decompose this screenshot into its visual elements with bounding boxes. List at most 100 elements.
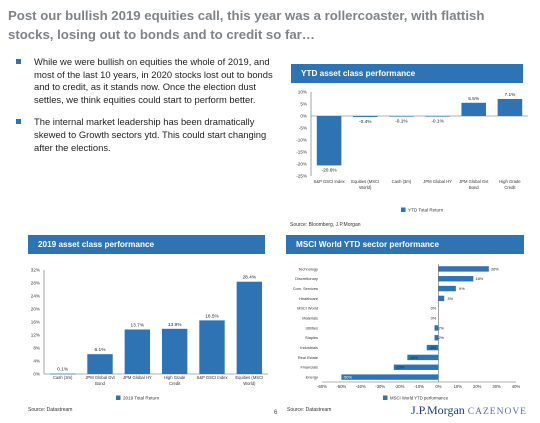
y2019-y-tick-label: 24% (31, 294, 40, 299)
ytd-y-tick-label: -15% (296, 150, 307, 155)
ytd-y-tick-label: -5% (299, 126, 307, 131)
msci-x-tick-label: 30% (492, 384, 501, 389)
ytd-legend-swatch (401, 207, 406, 212)
msci-data-label: 18% (475, 276, 483, 281)
ytd-legend-label: YTD Total Return (408, 208, 444, 213)
msci-data-label: 0% (431, 315, 437, 320)
ytd-data-label: -0.4% (359, 119, 372, 125)
msci-category-label: Utilities (305, 325, 318, 330)
msci-bar (438, 266, 489, 272)
ytd-category-label: World) (359, 185, 372, 190)
brand-main: J.P.Morgan (411, 403, 465, 417)
msci-bar (341, 374, 439, 380)
msci-data-label: 9% (459, 286, 465, 291)
ytd-y-tick-label: 10% (298, 90, 307, 95)
msci-bar (407, 354, 439, 361)
y2019-data-label: 13.9% (168, 322, 182, 328)
msci-category-label: Healthcare (299, 296, 318, 301)
y2019-category-label: JPM Global HY (123, 375, 152, 380)
y2019-bar (161, 328, 188, 374)
ytd-category-label: S&P GSCI Index (314, 179, 346, 184)
y2019-asset-class-chart: 32% 28% 24% 20% 16% 12% 8% 4% 0% 0.1% Cash (3m) 6.1… (31, 268, 268, 401)
ytd-category-label: JPM Global HY (423, 179, 452, 184)
ytd-category-label: JPM Global Gvt (459, 179, 489, 184)
msci-sector-chart: -60% -50% -40% -30% -20% -10% 0% 10% 20% 30% 40%Te… (293, 264, 520, 401)
ytd-category-label: Equities (MSCI (351, 179, 379, 184)
ytd-asset-class-chart: 10% 5% 0% -5% -10% -15% -20% -25% -20.6% S&P GSCI… (296, 90, 528, 213)
msci-data-label: -50% (343, 374, 353, 379)
ytd-data-label: -20.6% (321, 167, 337, 173)
ytd-category-label: High Grade (499, 179, 521, 184)
msci-legend-label: MSCI World YTD performance (390, 396, 449, 401)
y2019-y-tick-label: 16% (31, 320, 40, 325)
msci-source: Source: Datastream (287, 407, 332, 413)
y2019-y-tick-label: 28% (31, 281, 40, 286)
y2019-bar (87, 354, 113, 374)
msci-bar (434, 325, 439, 331)
y2019-data-label: 28.4% (243, 275, 257, 281)
y2019-y-tick-label: 8% (33, 346, 40, 351)
msci-panel-title: MSCI World YTD sector performance (286, 235, 524, 254)
square-bullet-icon (16, 59, 21, 64)
ytd-y-tick-label: 5% (300, 102, 307, 107)
msci-category-label: MSCI World (297, 306, 318, 311)
msci-data-label: -23% (395, 365, 405, 370)
y2019-bar (236, 281, 263, 374)
bullet-item: The internal market leadership has been … (12, 116, 277, 154)
ytd-bar (425, 116, 450, 117)
y2019-category-label: S&P GSCI Index (196, 375, 228, 380)
ytd-data-label: -0.1% (395, 119, 408, 125)
msci-bar (426, 344, 439, 351)
y2019-bar (124, 329, 151, 374)
y2019-category-label: Bond (95, 381, 105, 386)
msci-bar (438, 276, 474, 282)
ytd-category-label: Cash (3m) (392, 179, 412, 184)
y2019-category-label: High Grade (164, 375, 186, 380)
msci-category-label: Com. Services (293, 286, 318, 291)
bullet-text: The internal market leadership has been … (34, 116, 267, 153)
y2019-bar (49, 373, 76, 375)
slide-title: Post our bullish 2019 equities call, thi… (8, 8, 485, 42)
msci-data-label: 26% (491, 266, 499, 271)
msci-bar (438, 295, 445, 302)
msci-data-label: -2% (437, 335, 444, 340)
msci-data-label: -16% (409, 355, 419, 360)
ytd-data-label: -0.1% (431, 119, 444, 125)
msci-data-label: 3% (447, 296, 453, 301)
msci-x-tick-label: -30% (375, 384, 385, 389)
ytd-bar (497, 98, 523, 116)
ytd-y-tick-label: -20% (296, 162, 307, 167)
msci-legend-swatch (383, 395, 388, 400)
msci-category-label: Materials (302, 315, 318, 320)
square-bullet-icon (16, 119, 21, 125)
msci-x-tick-label: -50% (337, 384, 347, 389)
msci-category-label: Technology (298, 266, 318, 271)
y2019-data-label: 6.1% (95, 347, 107, 353)
bullet-list: While we were bullish on equities the wh… (12, 56, 277, 164)
ytd-bar (461, 102, 487, 116)
y2019-category-label: Credit (169, 381, 181, 386)
ytd-data-label: 5.5% (468, 96, 480, 102)
y2019-data-label: 13.7% (131, 322, 145, 328)
ytd-category-label: Bond (469, 185, 479, 190)
msci-category-label: Industrials (300, 345, 318, 350)
msci-x-tick-label: -40% (356, 384, 366, 389)
msci-category-label: Discretionary (295, 276, 318, 281)
ytd-bar (352, 116, 378, 117)
msci-category-label: Real Estate (298, 355, 318, 360)
ytd-y-tick-label: -10% (296, 138, 307, 143)
y2019-y-tick-label: 4% (33, 359, 40, 364)
msci-x-tick-label: -20% (395, 384, 405, 389)
msci-category-label: Financials (300, 365, 318, 370)
msci-category-label: Staples (305, 335, 318, 340)
msci-data-label: 0% (431, 306, 437, 311)
y2019-bar (199, 320, 225, 374)
y2019-category-label: JPM Global Gvt (85, 375, 115, 380)
ytd-bar (316, 116, 342, 166)
bullet-text: While we were bullish on equities the wh… (34, 56, 273, 105)
msci-data-label: -2% (437, 325, 444, 330)
y2019-category-label: Equities (MSCI (235, 375, 263, 380)
ytd-y-tick-label: 0% (300, 114, 307, 119)
y2019-category-label: Cash (3m) (53, 375, 73, 380)
y2019-panel-title: 2019 asset class performance (28, 235, 265, 254)
